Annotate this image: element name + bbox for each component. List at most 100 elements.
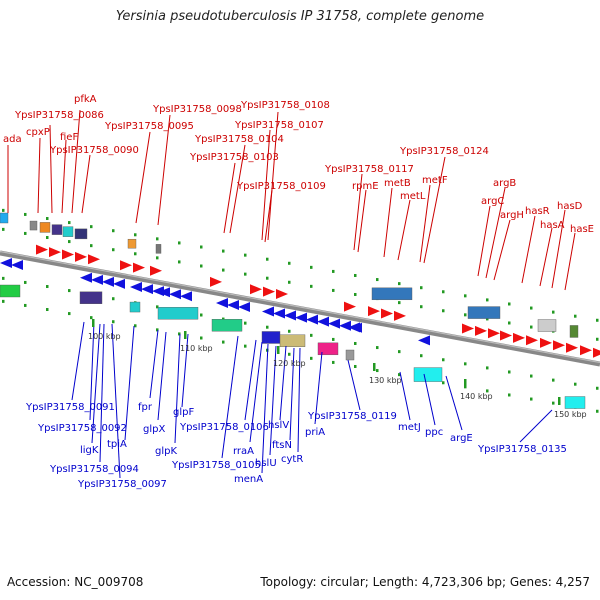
track-dot: [376, 278, 379, 282]
reverse-arrow: [295, 312, 307, 323]
upper-gene-label: YpsIP31758_0086: [14, 110, 104, 121]
gene-box: [564, 396, 586, 409]
track-dot: [332, 337, 335, 341]
track-dot: [90, 225, 93, 229]
upper-gene-label: hasA: [540, 220, 565, 231]
upper-leader-line: [49, 124, 53, 214]
upper-leader-line: [564, 232, 576, 291]
forward-arrow: [344, 301, 356, 312]
track-dot: [398, 301, 401, 305]
track-dot: [178, 332, 181, 336]
forward-arrow: [120, 260, 132, 271]
track-dot: [508, 370, 511, 374]
track-dot: [156, 237, 159, 241]
forward-arrow: [36, 244, 48, 255]
track-dot: [266, 257, 269, 261]
track-dot: [442, 381, 445, 385]
scale-label: 110 kbp: [180, 344, 213, 353]
lower-leader-line: [314, 351, 323, 425]
upper-gene-label: argB: [493, 178, 516, 189]
gene-box: [74, 228, 88, 240]
lower-leader-line: [289, 347, 295, 441]
forward-arrow: [475, 325, 487, 336]
backbone-line: [0, 250, 600, 367]
upper-gene-label: YpsIP31758_0107: [234, 120, 324, 131]
lower-gene-label: YpsIP31758_0135: [477, 444, 567, 455]
gene-box: [467, 306, 501, 319]
track-dot: [332, 360, 335, 364]
forward-arrow: [593, 347, 600, 358]
lower-gene-label: metJ: [398, 422, 421, 433]
upper-gene-label: YpsIP31758_0103: [189, 152, 279, 163]
forward-arrow: [210, 276, 222, 287]
upper-gene-label: metL: [400, 191, 426, 202]
reverse-arrow: [141, 284, 153, 295]
lower-gene-label: ligK: [80, 445, 99, 456]
upper-leader-line: [264, 189, 273, 243]
track-dot: [112, 229, 115, 233]
reverse-arrow: [238, 302, 250, 313]
upper-leader-line: [357, 189, 367, 253]
track-dot: [508, 393, 511, 397]
forward-arrow: [62, 249, 74, 260]
track-dot: [354, 341, 357, 345]
gene-box: [29, 220, 38, 231]
track-dot: [200, 264, 203, 268]
forward-arrow: [276, 289, 288, 300]
gene-box: [569, 325, 579, 338]
lower-gene-label: priA: [305, 427, 325, 438]
track-dot: [244, 253, 247, 257]
track-dot: [508, 321, 511, 325]
lower-gene-label: YpsIP31758_0094: [49, 464, 139, 475]
track-dot: [288, 261, 291, 265]
reverse-arrow: [113, 278, 125, 289]
track-dot: [24, 280, 27, 284]
reverse-arrow: [80, 272, 92, 283]
gene-box: [79, 291, 103, 304]
upper-gene-label: YpsIP31758_0090: [49, 145, 139, 156]
upper-leader-line: [521, 215, 536, 284]
forward-arrow: [381, 308, 393, 319]
track-dot: [156, 328, 159, 332]
forward-arrow: [566, 342, 578, 353]
forward-arrow: [150, 265, 162, 276]
track-dot: [68, 221, 71, 225]
track-dot: [508, 302, 511, 306]
upper-leader-line: [419, 184, 431, 263]
lower-gene-label: cytR: [281, 454, 303, 465]
upper-leader-line: [485, 187, 506, 279]
track-dot: [24, 212, 27, 216]
reverse-arrow: [339, 320, 351, 331]
track-dot: [486, 366, 489, 370]
upper-gene-label: YpsIP31758_0095: [104, 121, 194, 132]
lower-leader-line: [221, 335, 239, 459]
gene-box: [51, 224, 63, 235]
track-dot: [68, 240, 71, 244]
reverse-arrow: [418, 335, 430, 346]
track-dot: [376, 346, 379, 350]
track-dot: [266, 276, 269, 280]
upper-leader-line: [157, 114, 171, 226]
upper-leader-line: [229, 144, 246, 234]
forward-arrow: [368, 306, 380, 317]
upper-gene-label: YpsIP31758_0098: [152, 104, 242, 115]
scale-tick: [558, 397, 561, 405]
track-dot: [596, 386, 599, 390]
reverse-arrow: [306, 314, 318, 325]
lower-leader-line: [423, 373, 436, 426]
scale-tick: [184, 331, 187, 339]
gene-box: [317, 342, 339, 356]
scale-tick: [373, 363, 376, 371]
forward-arrow: [133, 262, 145, 273]
lower-gene-label: YpsIP31758_0105: [171, 460, 261, 471]
reverse-arrow: [180, 291, 192, 302]
track-dot: [420, 286, 423, 290]
track-dot: [530, 306, 533, 310]
upper-leader-line: [551, 209, 566, 289]
track-dot: [244, 344, 247, 348]
lower-leader-line: [347, 359, 361, 411]
upper-leader-line: [223, 162, 236, 234]
upper-gene-label: hasR: [525, 206, 550, 217]
track-dot: [2, 227, 5, 231]
